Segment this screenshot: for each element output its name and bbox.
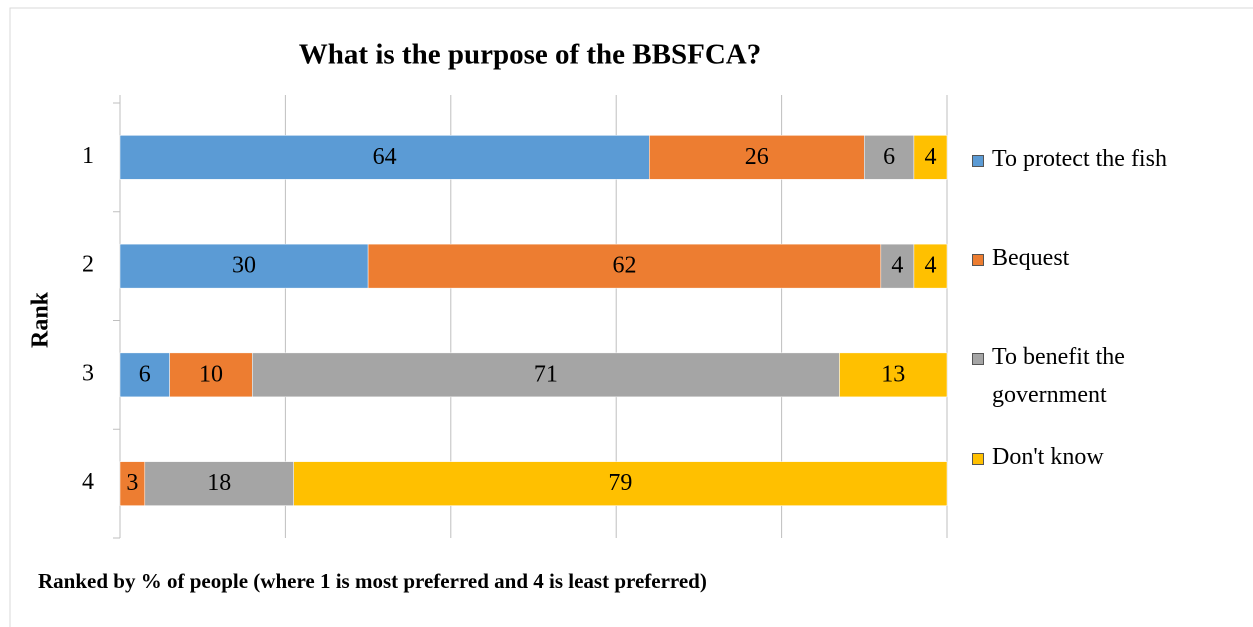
bar-segment (839, 352, 948, 398)
legend-swatch (972, 353, 984, 365)
y-tick-label: 2 (82, 252, 94, 278)
data-label: 4 (891, 253, 903, 279)
data-label: 3 (126, 470, 138, 496)
bar-segment (144, 461, 294, 506)
bar-segment (367, 243, 882, 289)
chart-title: What is the purpose of the BBSFCA? (299, 39, 761, 71)
bar-segment (252, 352, 840, 398)
bar-segment (649, 135, 865, 180)
y-tick-label: 4 (82, 469, 94, 495)
data-label: 6 (139, 361, 151, 387)
y-tick-label: 1 (82, 143, 94, 169)
data-label: 4 (924, 144, 936, 170)
legend-item: Don't know (972, 438, 1172, 476)
legend-item: To benefit the government (972, 338, 1172, 414)
data-label: 10 (199, 361, 223, 387)
bar-segment (119, 461, 146, 506)
legend-label: To benefit the government (992, 344, 1125, 408)
data-label: 64 (373, 144, 397, 170)
y-tick-label: 3 (82, 360, 94, 386)
legend-swatch (972, 453, 984, 465)
legend-item: To protect the fish (972, 140, 1172, 178)
data-label: 71 (534, 361, 558, 387)
data-label: 30 (232, 253, 256, 279)
data-label: 18 (207, 470, 231, 496)
bar-segment (119, 135, 650, 180)
data-label: 62 (612, 253, 636, 279)
y-axis-label: Rank (28, 291, 54, 348)
bar-segment (880, 243, 915, 289)
legend-label: To protect the fish (992, 146, 1167, 172)
legend-swatch (972, 155, 984, 167)
bar-segment (169, 352, 253, 398)
bar-segment (913, 243, 948, 289)
legend-label: Don't know (992, 444, 1104, 470)
bar-segment (913, 135, 948, 180)
data-label: 79 (608, 470, 632, 496)
bar-segment (119, 243, 369, 289)
bar-segment (293, 461, 948, 506)
data-label: 26 (745, 144, 769, 170)
data-label: 13 (881, 361, 905, 387)
legend-swatch (972, 254, 984, 266)
bar-segment (119, 352, 170, 398)
legend-label: Bequest (992, 245, 1070, 271)
data-label: 4 (924, 253, 936, 279)
x-axis-label: Ranked by % of people (where 1 is most p… (38, 569, 707, 593)
legend-item: Bequest (972, 239, 1172, 277)
bar-segment (864, 135, 915, 180)
chart-border (9, 7, 1253, 627)
data-label: 6 (883, 144, 895, 170)
